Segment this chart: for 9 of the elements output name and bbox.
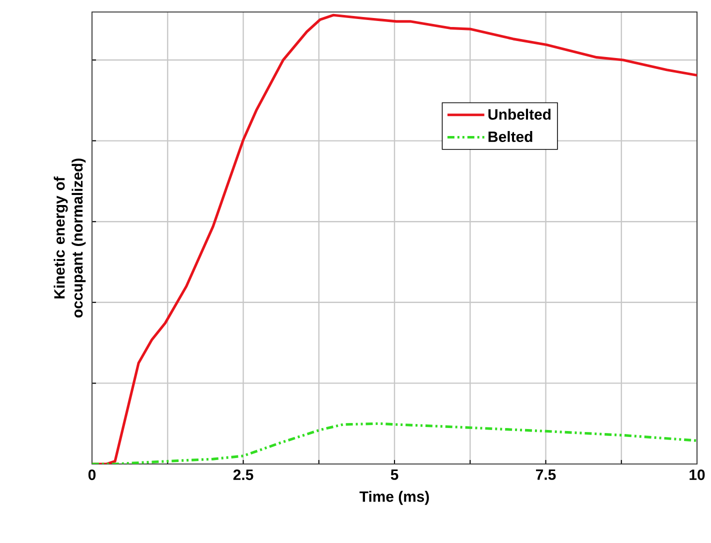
x-tick-label: 7.5	[536, 469, 556, 480]
legend-label: Unbelted	[488, 108, 550, 120]
x-tick-label: 5	[390, 469, 398, 480]
x-axis-title: Time (ms)	[360, 490, 429, 505]
x-tick-label: 0	[88, 469, 96, 480]
x-tick-label: 2.5	[233, 469, 254, 480]
legend-label: Belted	[488, 131, 532, 142]
y-axis-title: Kinetic energy of occupant (normalized)	[54, 158, 86, 318]
x-tick-label: 10	[690, 469, 705, 480]
